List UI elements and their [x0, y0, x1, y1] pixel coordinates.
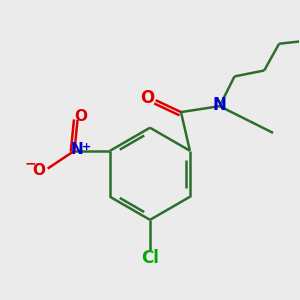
Text: Cl: Cl	[141, 249, 159, 267]
Text: −: −	[25, 156, 36, 170]
Text: +: +	[82, 142, 91, 152]
Text: O: O	[74, 109, 87, 124]
Text: O: O	[32, 163, 45, 178]
Text: O: O	[140, 89, 154, 107]
Text: N: N	[213, 96, 226, 114]
Text: N: N	[71, 142, 84, 158]
